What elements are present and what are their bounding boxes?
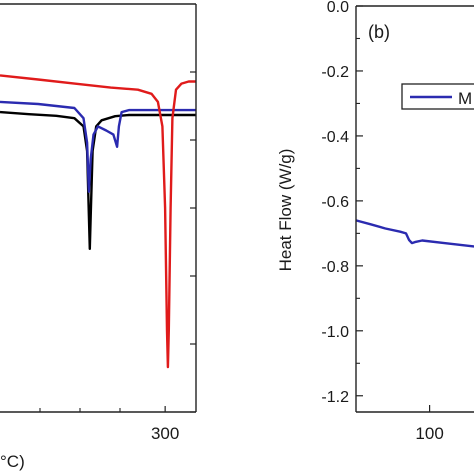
panel-b-y-tick-label: -1.0 — [321, 324, 349, 341]
panel-a-series-2 — [0, 74, 196, 369]
panel-b-x-tick-label: 100 — [415, 424, 443, 443]
panel-b-y-tick-label: -1.2 — [321, 389, 349, 406]
panel-b-y-tick-label: -0.8 — [321, 259, 349, 276]
panel-b-label: (b) — [368, 22, 390, 42]
panel-a-series-1 — [0, 100, 196, 193]
panel-a-x-tick-label: 300 — [151, 424, 179, 443]
panel-b-ylabel: Heat Flow (W/g) — [276, 149, 295, 272]
panel-b: 0.0 -0.2 -0.4 -0.6 -0.8 -1.0 -1.2 100 (b) Heat… — [276, 0, 474, 443]
legend-label: M — [458, 89, 472, 108]
panel-b-y-tick-label: -0.4 — [321, 129, 349, 146]
panel-b-legend: M — [401, 83, 474, 110]
panel-b-series-0 — [355, 219, 474, 248]
panel-b-y-tick-label: -0.6 — [321, 194, 349, 211]
panel-a-series-0 — [0, 110, 196, 250]
panel-a: 300 °C) — [0, 3, 197, 471]
panel-a-xlabel-fragment: °C) — [0, 452, 25, 471]
panel-b-y-tick-label: 0.0 — [327, 0, 349, 16]
panel-b-y-tick-label: -0.2 — [321, 64, 349, 81]
